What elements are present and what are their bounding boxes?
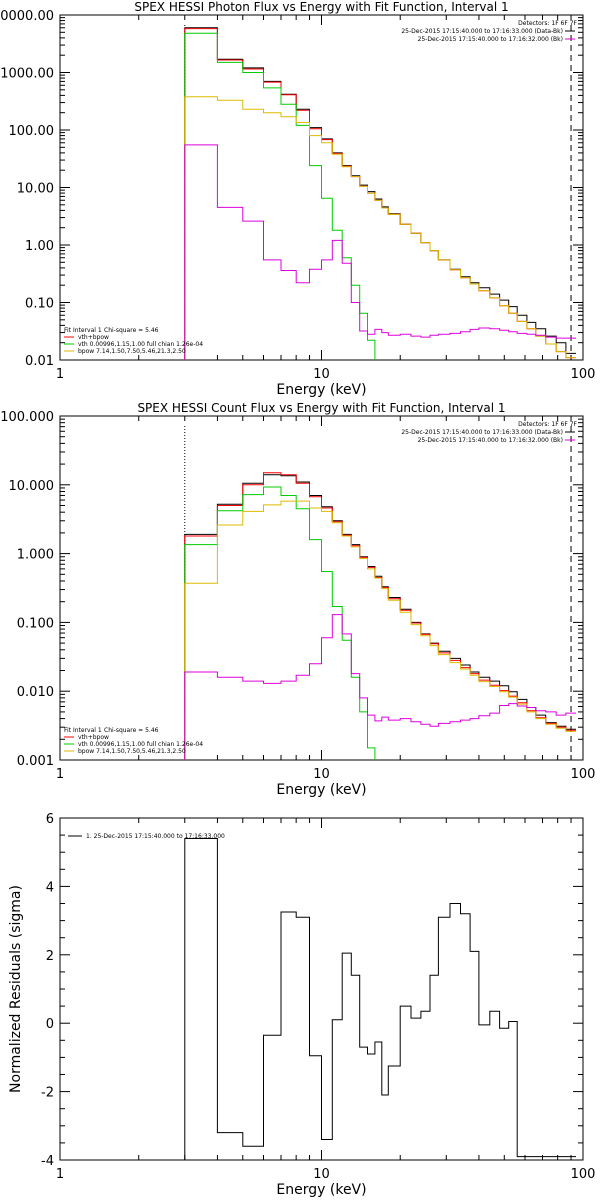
y-tick-label: 0.010 — [17, 685, 54, 700]
y-tick-label: 0.10 — [25, 297, 54, 312]
y-tick-label: 1.000 — [17, 548, 54, 563]
y-tick-label: 0.100 — [17, 616, 54, 631]
y-tick-label: 6 — [46, 812, 54, 827]
x-tick-label: 10 — [313, 1167, 330, 1182]
series-line-bk — [184, 144, 576, 360]
x-tick-label: 100 — [571, 367, 596, 382]
x-tick-label: 1 — [56, 367, 64, 382]
x-axis-label: Energy (keV) — [276, 382, 366, 398]
series-line-bpow — [184, 96, 576, 360]
y-tick-label: 0.001 — [17, 754, 54, 769]
y-tick-label: 1000.00 — [0, 67, 54, 82]
residuals-panel: 1 10 100 Energy (keV) 6 4 2 0 -2 -4 Normalized Res… — [8, 812, 595, 1198]
y-tick-label: -2 — [41, 1086, 54, 1101]
x-axis-label: Energy (keV) — [276, 782, 366, 798]
x-axis-label: Energy (keV) — [276, 1182, 366, 1198]
photon-flux-panel: SPEX HESSI Photon Flux vs Energy with Fi… — [0, 0, 595, 398]
y-tick-label: 1.00 — [25, 239, 54, 254]
legend-entry: vth+bpow — [78, 334, 109, 341]
x-tick-label: 100 — [571, 767, 596, 782]
interval-line-2: 25-Dec-2015 17:15:40.000 to 17:16:32.000… — [418, 36, 563, 43]
count-flux-panel: SPEX HESSI Count Flux vs Energy with Fit… — [0, 401, 595, 798]
legend-entry: vth 0.00996,1.15,1.00 full chian 1.26e-0… — [78, 741, 203, 748]
series-group — [184, 27, 576, 360]
x-tick-label: 100 — [571, 1167, 596, 1182]
y-tick-label: 10000.00 — [0, 9, 54, 24]
legend-chi-square: Chi-square = 5.46 — [104, 327, 159, 334]
legend-entry: bpow 7.14,1.50,7.50,5.46,21.3,2.50 — [78, 348, 186, 355]
legend-entry: 1. 25-Dec-2015 17:15:40.000 to 17:16:33.… — [86, 833, 225, 840]
series-line-vth — [184, 32, 376, 360]
series-line-bk — [184, 614, 576, 760]
series-group — [184, 838, 576, 1160]
interval-line-1: 25-Dec-2015 17:15:40.000 to 17:16:33.000… — [401, 28, 563, 35]
detectors-label: Detectors: 1F 6F 7F — [518, 421, 577, 428]
x-tick-label: 1 — [56, 1167, 64, 1182]
legend-entry: bpow 7.14,1.50,7.50,5.46,21.3,2.50 — [78, 748, 186, 755]
y-tick-label: 0 — [46, 1017, 54, 1032]
y-tick-label: 100.00 — [9, 124, 55, 139]
y-axis-label: Normalized Residuals (sigma) — [8, 885, 24, 1093]
series-line-1-25-dec-2015-17-15-40-0 — [184, 838, 576, 1160]
y-tick-label: 2 — [46, 949, 54, 964]
series-group — [184, 472, 576, 760]
x-tick-label: 10 — [313, 767, 330, 782]
series-line-bpow — [184, 500, 576, 760]
chart-title: SPEX HESSI Count Flux vs Energy with Fit… — [137, 401, 505, 415]
interval-line-2: 25-Dec-2015 17:15:40.000 to 17:16:32.000… — [418, 437, 563, 444]
y-tick-label: 10.000 — [9, 479, 55, 494]
legend-title: Fit Interval 1 — [64, 327, 102, 334]
chart-title: SPEX HESSI Photon Flux vs Energy with Fi… — [134, 0, 508, 14]
legend-title: Fit Interval 1 — [64, 727, 102, 734]
y-tick-label: -4 — [41, 1154, 54, 1169]
y-tick-label: 10.00 — [17, 182, 54, 197]
legend-entry: vth 0.00996,1.15,1.00 full chian 1.26e-0… — [78, 341, 203, 348]
x-tick-label: 10 — [313, 367, 330, 382]
legend-chi-square: Chi-square = 5.46 — [104, 727, 159, 734]
y-tick-label: 0.01 — [25, 354, 54, 369]
y-tick-label: 100.000 — [0, 410, 54, 425]
legend-entry: vth+bpow — [78, 734, 109, 741]
y-tick-label: 4 — [46, 880, 54, 895]
x-tick-label: 1 — [56, 767, 64, 782]
interval-line-1: 25-Dec-2015 17:15:40.000 to 17:16:33.000… — [401, 429, 563, 436]
detectors-label: Detectors: 1F 6F 7F — [518, 20, 577, 27]
